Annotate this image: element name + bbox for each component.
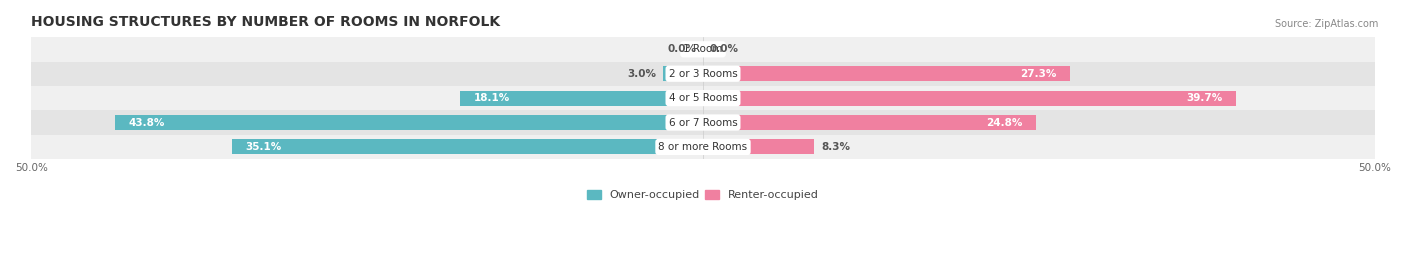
Bar xyxy=(460,91,703,106)
Text: 35.1%: 35.1% xyxy=(245,142,281,152)
Text: 4 or 5 Rooms: 4 or 5 Rooms xyxy=(669,93,737,103)
Text: HOUSING STRUCTURES BY NUMBER OF ROOMS IN NORFOLK: HOUSING STRUCTURES BY NUMBER OF ROOMS IN… xyxy=(31,15,501,29)
Text: 0.0%: 0.0% xyxy=(710,44,738,54)
Text: 2 or 3 Rooms: 2 or 3 Rooms xyxy=(669,69,737,79)
Bar xyxy=(31,110,1375,135)
Bar xyxy=(31,135,1375,159)
Bar xyxy=(703,115,1036,130)
Bar xyxy=(31,62,1375,86)
Text: 3.0%: 3.0% xyxy=(627,69,657,79)
Bar xyxy=(703,66,1070,81)
Bar xyxy=(31,86,1375,110)
Text: 43.8%: 43.8% xyxy=(128,118,165,128)
Text: 1 Room: 1 Room xyxy=(683,44,723,54)
Bar xyxy=(31,37,1375,62)
Bar xyxy=(115,115,703,130)
Text: 0.0%: 0.0% xyxy=(668,44,696,54)
Legend: Owner-occupied, Renter-occupied: Owner-occupied, Renter-occupied xyxy=(583,185,823,205)
Text: Source: ZipAtlas.com: Source: ZipAtlas.com xyxy=(1274,19,1378,29)
Bar xyxy=(703,139,814,154)
Text: 39.7%: 39.7% xyxy=(1187,93,1223,103)
Text: 8 or more Rooms: 8 or more Rooms xyxy=(658,142,748,152)
Text: 8.3%: 8.3% xyxy=(821,142,851,152)
Bar xyxy=(232,139,703,154)
Text: 18.1%: 18.1% xyxy=(474,93,509,103)
Text: 24.8%: 24.8% xyxy=(986,118,1022,128)
Bar xyxy=(662,66,703,81)
Text: 27.3%: 27.3% xyxy=(1019,69,1056,79)
Bar xyxy=(703,91,1236,106)
Text: 6 or 7 Rooms: 6 or 7 Rooms xyxy=(669,118,737,128)
